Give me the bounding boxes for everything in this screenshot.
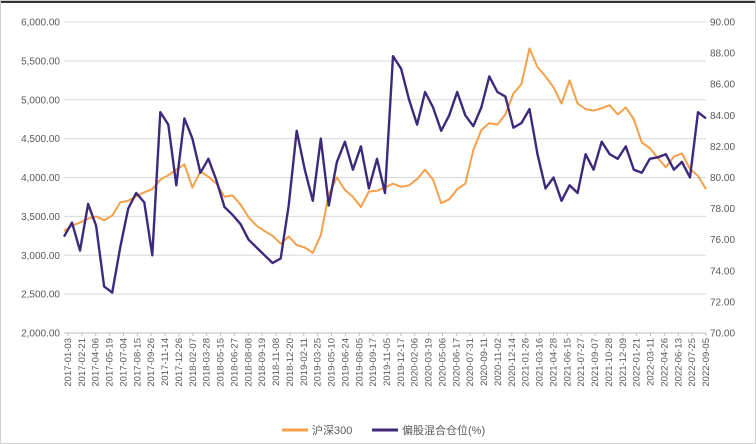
x-tick-label: 2021-03-16 bbox=[535, 338, 546, 387]
x-tick-label: 2020-06-17 bbox=[451, 338, 462, 387]
x-tick-label: 2018-09-19 bbox=[257, 338, 268, 387]
x-axis-ticks: 2017-01-03 2017-02-21 2017-04-06 2017-05-19… bbox=[63, 333, 712, 387]
x-tick-label: 2018-08-08 bbox=[243, 338, 254, 387]
left-tick-label: 3,000.00 bbox=[21, 251, 60, 262]
x-tick-label: 2017-08-15 bbox=[132, 338, 143, 387]
left-tick-label: 6,000.00 bbox=[21, 18, 60, 29]
x-tick-label: 2020-09-11 bbox=[479, 338, 490, 386]
left-tick-label: 2,000.00 bbox=[21, 329, 60, 340]
x-tick-label: 2021-04-28 bbox=[548, 338, 559, 387]
x-tick-label: 2020-11-02 bbox=[493, 338, 504, 386]
x-tick-label: 2022-07-25 bbox=[687, 338, 698, 387]
x-tick-label: 2017-07-04 bbox=[118, 338, 129, 387]
right-tick-label: 82.00 bbox=[710, 142, 735, 153]
x-tick-label: 2018-05-15 bbox=[216, 338, 227, 387]
legend-label-hs300: 沪深300 bbox=[312, 423, 352, 437]
x-tick-label: 2020-05-06 bbox=[437, 338, 448, 387]
x-tick-label: 2018-12-20 bbox=[285, 338, 296, 387]
x-tick-label: 2017-11-14 bbox=[160, 338, 171, 386]
left-tick-label: 4,000.00 bbox=[21, 173, 60, 184]
gridlines bbox=[64, 21, 706, 295]
x-tick-label: 2021-07-27 bbox=[576, 338, 587, 387]
right-tick-label: 86.00 bbox=[710, 80, 735, 91]
x-tick-label: 2021-10-28 bbox=[604, 338, 615, 387]
series-line-position bbox=[62, 55, 707, 294]
x-tick-label: 2019-06-24 bbox=[340, 338, 351, 387]
left-tick-label: 5,500.00 bbox=[21, 56, 60, 67]
x-tick-label: 2018-03-28 bbox=[202, 338, 213, 387]
x-tick-label: 2021-06-15 bbox=[562, 338, 573, 387]
legend-label-position: 偏股混合仓位(%) bbox=[402, 423, 485, 437]
right-tick-label: 78.00 bbox=[710, 204, 735, 215]
right-axis-ticks: 90.00 88.00 86.00 84.00 82.00 80.00 78.00 76.00… bbox=[710, 18, 735, 340]
x-tick-label: 2021-12-09 bbox=[618, 338, 629, 387]
x-tick-label: 2017-01-03 bbox=[63, 338, 74, 387]
x-tick-label: 2019-11-05 bbox=[382, 338, 393, 386]
left-tick-label: 5,000.00 bbox=[21, 95, 60, 106]
x-tick-label: 2022-04-26 bbox=[659, 338, 670, 387]
legend: 沪深300 偏股混合仓位(%) bbox=[282, 423, 485, 437]
series-line-hs300 bbox=[63, 47, 707, 254]
right-tick-label: 70.00 bbox=[710, 329, 735, 340]
x-tick-label: 2020-07-31 bbox=[465, 338, 476, 387]
x-tick-label: 2022-03-11 bbox=[646, 338, 657, 386]
x-tick-label: 2019-02-11 bbox=[299, 338, 310, 386]
x-tick-label: 2017-09-26 bbox=[146, 338, 157, 387]
x-tick-label: 2017-12-26 bbox=[174, 338, 185, 387]
top-border-bar bbox=[0, 0, 756, 3]
x-tick-label: 2018-02-07 bbox=[188, 338, 199, 387]
right-tick-label: 88.00 bbox=[710, 49, 735, 60]
x-tick-label: 2019-05-10 bbox=[327, 338, 338, 387]
x-tick-label: 2019-12-17 bbox=[396, 338, 407, 387]
right-tick-label: 76.00 bbox=[710, 235, 735, 246]
x-tick-label: 2021-01-26 bbox=[521, 338, 532, 387]
x-tick-label: 2017-02-21 bbox=[77, 338, 88, 387]
x-tick-label: 2021-09-07 bbox=[590, 338, 601, 387]
x-tick-label: 2019-08-05 bbox=[354, 338, 365, 387]
right-tick-label: 84.00 bbox=[710, 111, 735, 122]
x-tick-label: 2020-03-19 bbox=[424, 338, 435, 387]
x-tick-label: 2022-09-05 bbox=[701, 338, 712, 387]
x-tick-label: 2022-06-13 bbox=[673, 338, 684, 387]
left-tick-label: 2,500.00 bbox=[21, 290, 60, 301]
right-tick-label: 90.00 bbox=[710, 18, 735, 29]
series-layer bbox=[62, 47, 707, 294]
right-tick-label: 80.00 bbox=[710, 173, 735, 184]
x-tick-label: 2022-01-21 bbox=[632, 338, 643, 387]
right-tick-label: 74.00 bbox=[710, 266, 735, 277]
x-tick-label: 2018-06-27 bbox=[229, 338, 240, 387]
x-tick-label: 2017-05-19 bbox=[105, 338, 116, 387]
x-tick-label: 2020-02-06 bbox=[410, 338, 421, 387]
x-tick-label: 2019-09-17 bbox=[368, 338, 379, 387]
left-tick-label: 3,500.00 bbox=[21, 212, 60, 223]
left-tick-label: 4,500.00 bbox=[21, 134, 60, 145]
x-tick-label: 2019-03-25 bbox=[313, 338, 324, 387]
x-tick-label: 2017-04-06 bbox=[91, 338, 102, 387]
left-axis-ticks: 6,000.00 5,500.00 5,000.00 4,500.00 4,000.00… bbox=[21, 18, 60, 340]
x-tick-label: 2018-11-08 bbox=[271, 338, 282, 386]
x-tick-label: 2020-12-14 bbox=[507, 338, 518, 387]
right-tick-label: 72.00 bbox=[710, 297, 735, 308]
